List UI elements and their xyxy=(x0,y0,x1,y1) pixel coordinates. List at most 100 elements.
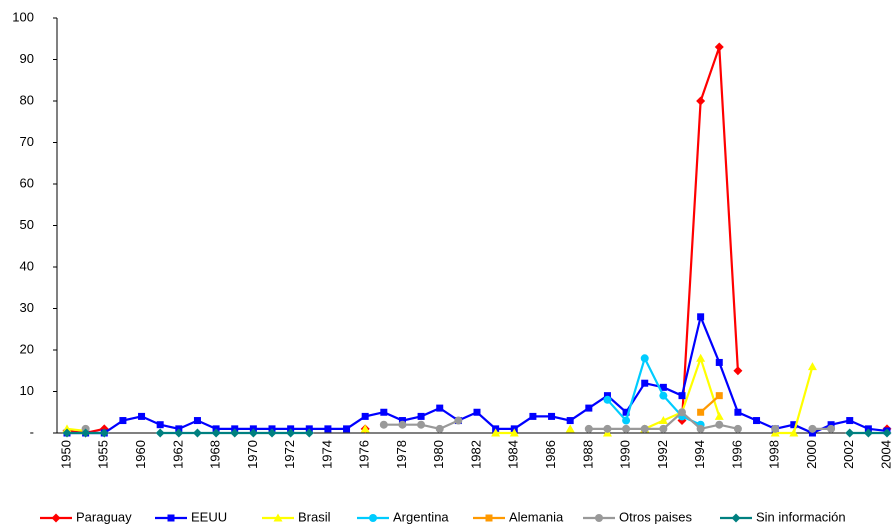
legend-marker xyxy=(731,513,741,523)
x-tick-label: 1955 xyxy=(96,440,111,469)
data-point xyxy=(361,412,369,420)
data-point xyxy=(380,408,388,416)
data-point xyxy=(548,412,556,420)
data-point xyxy=(696,96,706,106)
legend-label: Brasil xyxy=(298,509,331,524)
data-point xyxy=(640,424,649,433)
data-point xyxy=(808,424,817,433)
x-tick-label: 2004 xyxy=(878,440,893,469)
y-tick-label: 70 xyxy=(20,134,34,149)
data-point xyxy=(192,428,202,438)
data-point xyxy=(640,354,649,363)
data-point xyxy=(491,428,501,437)
data-point xyxy=(603,392,611,400)
x-tick-label: 1970 xyxy=(245,440,260,469)
x-tick-label: 1988 xyxy=(580,440,595,469)
x-tick-label: 1994 xyxy=(692,440,707,469)
x-tick-label: 1978 xyxy=(394,440,409,469)
y-tick-label: 20 xyxy=(20,341,34,356)
data-point xyxy=(622,424,631,433)
x-tick-label: 1972 xyxy=(282,440,297,469)
data-point xyxy=(641,379,649,387)
data-point xyxy=(622,416,631,425)
legend-marker xyxy=(273,513,283,522)
x-tick-label: 1992 xyxy=(655,440,670,469)
data-point xyxy=(62,428,72,438)
legend-label: Otros paises xyxy=(619,509,692,524)
data-point xyxy=(659,391,668,400)
data-point xyxy=(696,353,706,362)
data-point xyxy=(659,383,667,391)
legend-marker xyxy=(595,514,603,522)
data-point xyxy=(304,428,314,438)
data-point xyxy=(658,416,668,425)
data-point xyxy=(343,425,351,433)
data-point xyxy=(156,421,164,429)
x-tick-label: 1996 xyxy=(729,440,744,469)
data-point xyxy=(753,417,761,425)
data-point xyxy=(379,420,388,429)
x-tick-label: 1974 xyxy=(319,440,334,469)
y-tick-label: 80 xyxy=(20,92,34,107)
legend-label: EEUU xyxy=(191,509,227,524)
data-point xyxy=(193,417,201,425)
legend-marker xyxy=(485,514,493,522)
x-tick-label: 2002 xyxy=(841,440,856,469)
data-point xyxy=(789,428,799,437)
data-point xyxy=(807,362,817,371)
data-point xyxy=(81,428,91,438)
data-point xyxy=(174,428,184,438)
legend-label: Argentina xyxy=(393,509,449,524)
y-tick-label: 100 xyxy=(12,9,34,24)
data-point xyxy=(771,424,780,433)
x-tick-label: 1950 xyxy=(58,440,73,469)
data-point xyxy=(138,412,146,420)
data-point xyxy=(697,408,705,416)
data-point xyxy=(211,428,221,438)
data-point xyxy=(734,408,742,416)
data-point xyxy=(473,408,481,416)
data-point xyxy=(882,428,892,438)
data-point xyxy=(99,428,109,438)
data-point xyxy=(566,417,574,425)
y-tick-label: 40 xyxy=(20,258,34,273)
data-point xyxy=(659,424,668,433)
data-point xyxy=(417,412,425,420)
x-tick-label: 1980 xyxy=(431,440,446,469)
data-point xyxy=(808,429,816,437)
data-point xyxy=(360,424,370,433)
data-point xyxy=(603,424,612,433)
x-tick-label: 1960 xyxy=(133,440,148,469)
legend-marker xyxy=(51,513,61,523)
legend-label: Alemania xyxy=(509,509,564,524)
data-point xyxy=(436,404,444,412)
x-tick-label: 1976 xyxy=(357,440,372,469)
x-tick-label: 1968 xyxy=(208,440,223,469)
data-point xyxy=(715,420,724,429)
y-tick-label: 30 xyxy=(20,300,34,315)
x-tick-label: 1984 xyxy=(506,440,521,469)
data-point xyxy=(827,421,835,429)
data-point xyxy=(678,408,686,417)
data-point xyxy=(733,424,742,433)
data-point xyxy=(845,428,855,438)
data-point xyxy=(584,424,593,433)
x-tick-label: 1986 xyxy=(543,440,558,469)
y-tick-label: 50 xyxy=(20,217,34,232)
data-point xyxy=(454,416,463,425)
y-tick-label: 90 xyxy=(20,51,34,66)
legend-label: Paraguay xyxy=(76,509,132,524)
data-point xyxy=(715,358,723,366)
y-tick-label: - xyxy=(30,424,34,439)
x-tick-label: 1990 xyxy=(618,440,633,469)
data-point xyxy=(733,366,743,376)
data-point xyxy=(827,424,836,433)
x-tick-label: 1982 xyxy=(468,440,483,469)
data-point xyxy=(565,424,575,433)
data-point xyxy=(267,428,277,438)
data-point xyxy=(846,417,854,425)
legend-marker xyxy=(167,514,175,522)
data-point xyxy=(622,408,630,416)
series-line xyxy=(67,47,887,433)
